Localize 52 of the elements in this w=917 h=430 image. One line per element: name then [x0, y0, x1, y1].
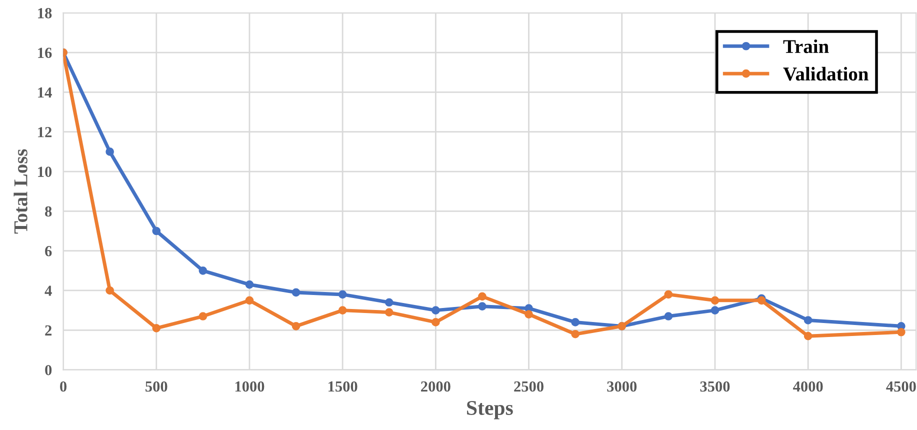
x-axis-title: Steps	[467, 400, 513, 420]
y-tick-label: 14	[38, 87, 52, 98]
point	[664, 290, 673, 299]
point	[106, 286, 114, 295]
point	[432, 306, 440, 314]
point	[106, 148, 114, 156]
point	[384, 298, 394, 307]
x-tick-label: 3000	[607, 381, 637, 392]
y-tick-label: 0	[45, 364, 52, 376]
point	[198, 266, 208, 275]
y-tick-label: 10	[38, 166, 52, 177]
y-tick-label: 16	[38, 48, 52, 58]
x-tick-label: 4000	[793, 381, 823, 392]
x-tick-label: 4500	[886, 381, 916, 392]
point	[897, 328, 906, 336]
point	[478, 302, 486, 311]
point	[804, 316, 812, 324]
point	[478, 292, 486, 301]
x-tick-label: 0	[60, 381, 67, 392]
point	[338, 306, 347, 314]
point	[710, 296, 720, 305]
point	[664, 312, 673, 320]
x-tick-label: 1500	[328, 381, 358, 392]
point	[571, 330, 580, 338]
point	[152, 324, 161, 332]
y-tick-label: 8	[45, 206, 52, 217]
x-tick-label: 2500	[514, 381, 544, 392]
y-tick-label: 12	[38, 127, 52, 138]
y-tick-label: 18	[38, 8, 52, 18]
point	[524, 310, 533, 318]
point	[198, 312, 208, 320]
y-tick-label: 2	[45, 325, 52, 336]
legend-label: Train	[783, 39, 829, 54]
point	[804, 332, 812, 340]
x-tick-label: 2000	[421, 381, 450, 392]
y-tick-label: 6	[45, 246, 52, 256]
legend-label: Validation	[783, 66, 868, 81]
point	[292, 322, 300, 330]
x-tick-label: 1000	[235, 381, 264, 392]
point	[432, 318, 440, 326]
y-axis-title: Total Loss	[14, 149, 28, 234]
x-tick-label: 500	[146, 381, 168, 392]
x-tick-label: 3500	[700, 381, 730, 392]
y-tick-label: 4	[44, 286, 52, 296]
point	[292, 288, 300, 297]
point	[571, 318, 580, 326]
point	[245, 280, 254, 289]
point	[710, 306, 720, 314]
point	[384, 308, 394, 316]
point	[152, 226, 161, 236]
point	[338, 290, 347, 299]
point	[245, 296, 254, 305]
